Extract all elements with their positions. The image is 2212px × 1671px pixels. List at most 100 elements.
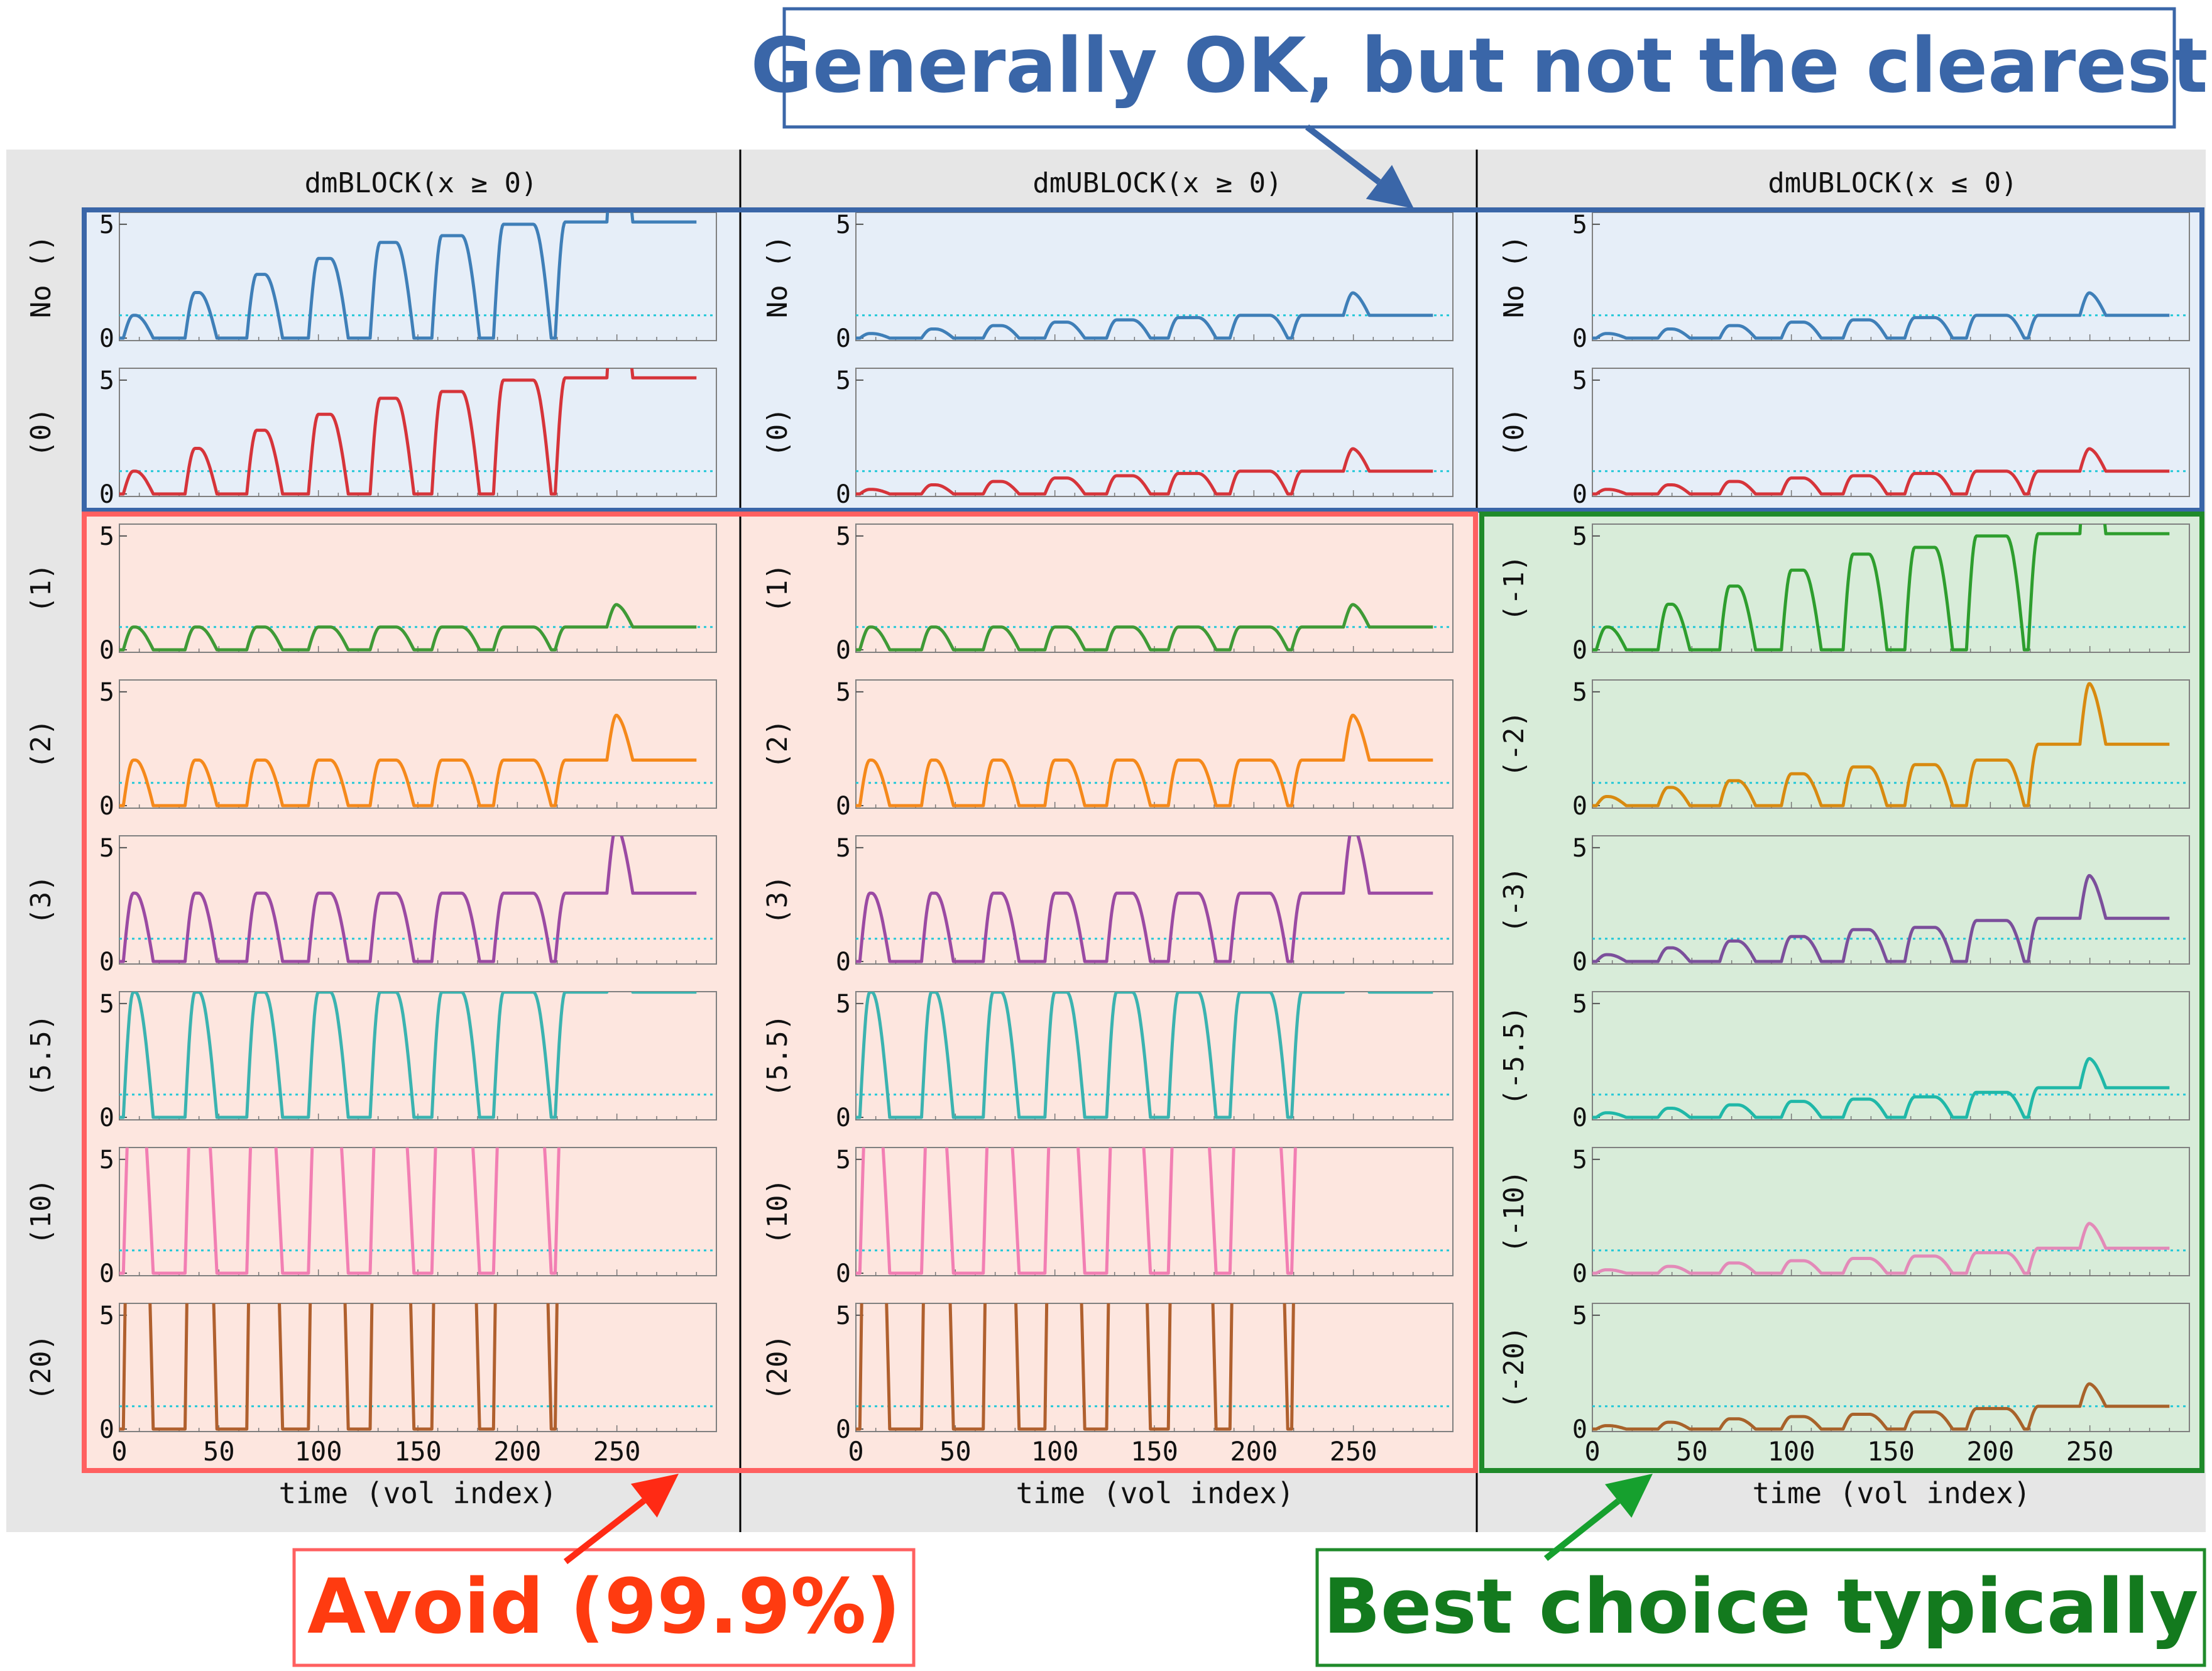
y-tick-label: 0	[99, 324, 114, 353]
row-label: No ()	[762, 235, 794, 318]
panel: 0 5 (-10)	[1498, 1146, 2190, 1288]
row-label: (-2)	[1498, 711, 1530, 777]
x-tick-label: 200	[1966, 1436, 2014, 1467]
highlight-boxes	[82, 207, 2204, 1473]
y-tick-label: 5	[836, 522, 851, 551]
y-tick-label: 0	[1572, 480, 1587, 509]
row-label: (-3)	[1498, 867, 1530, 933]
series-line	[1592, 524, 2171, 652]
left-callout: Avoid (99.9%)	[292, 1548, 916, 1667]
series-line	[1592, 874, 2171, 963]
row-label: (0)	[25, 407, 57, 457]
x-tick-label: 150	[1867, 1436, 1915, 1467]
y-tick-label: 0	[99, 636, 114, 665]
callout-arrows	[563, 124, 1653, 1564]
panel: 0 5 (2)	[762, 678, 1454, 821]
panel: 0 5 (-5.5)	[1498, 990, 2190, 1132]
green-highlight-box	[1479, 512, 2204, 1473]
y-tick-label: 5	[836, 678, 851, 707]
series-line	[119, 368, 698, 496]
y-tick-label: 0	[99, 792, 114, 821]
row-label: (-1)	[1498, 555, 1530, 622]
row-label: (5.5)	[25, 1014, 57, 1097]
series-line	[119, 1148, 561, 1275]
row-label: (3)	[762, 875, 794, 924]
x-tick-label: 50	[939, 1436, 972, 1467]
column-title: dmUBLOCK(x ≥ 0)	[1032, 167, 1282, 199]
y-tick-label: 0	[836, 636, 851, 665]
left-arrow	[563, 1474, 679, 1564]
series-line	[1592, 447, 2171, 496]
y-tick-label: 0	[836, 324, 851, 353]
y-tick-label: 0	[1572, 792, 1587, 821]
row-label: (10)	[25, 1178, 57, 1245]
row-label: (10)	[762, 1178, 794, 1245]
row-label: (3)	[25, 875, 57, 924]
panel: 0 5 (1)	[25, 522, 717, 665]
y-tick-label: 5	[1572, 1301, 1587, 1330]
x-tick-label: 250	[593, 1436, 641, 1467]
y-tick-label: 5	[836, 211, 851, 239]
y-tick-label: 0	[99, 1415, 114, 1444]
arrow-shaft	[563, 1498, 646, 1564]
panel: 0 5 (1)	[762, 522, 1454, 665]
series-line	[1592, 1382, 2171, 1431]
row-label: (20)	[25, 1334, 57, 1401]
x-tick-label: 100	[1031, 1436, 1079, 1467]
arrow-head	[1605, 1474, 1653, 1518]
row-label: (20)	[762, 1334, 794, 1401]
panel: 0 5 No ()	[1498, 211, 2190, 353]
panel: 0 5 No ()	[762, 211, 1454, 353]
series-line	[119, 212, 698, 340]
panels: 0 5 No () 0 5 (0) 0 5 (1) 0 5 (2) 0 5 (3) 0 5 (5.5) 0 5 (10)…	[25, 211, 2190, 1467]
series-line	[1592, 1222, 2171, 1275]
series-line	[856, 713, 1434, 808]
x-axis-label: time (vol index)	[1752, 1476, 2030, 1510]
row-label: (2)	[762, 719, 794, 769]
panel: 0 5 No ()	[25, 211, 717, 353]
panel: 0 5 (0)	[25, 366, 717, 509]
panel: 0 5 (2)	[25, 678, 717, 821]
red-highlight-box	[82, 512, 1478, 1473]
row-label: (-5.5)	[1498, 1006, 1530, 1106]
row-label: (5.5)	[762, 1014, 794, 1097]
y-tick-label: 5	[836, 1301, 851, 1330]
y-tick-label: 5	[836, 990, 851, 1019]
y-tick-label: 5	[836, 366, 851, 395]
right-callout-box	[1315, 1548, 2206, 1667]
panel: 0 5 (5.5)	[25, 990, 717, 1132]
arrow-shaft	[1305, 124, 1381, 185]
right-arrow	[1543, 1474, 1653, 1561]
y-tick-label: 5	[99, 1301, 114, 1330]
y-tick-label: 0	[836, 948, 851, 977]
y-tick-label: 5	[1572, 522, 1587, 551]
column-title: dmUBLOCK(x ≤ 0)	[1768, 167, 2017, 199]
left-callout-text: Avoid (99.9%)	[307, 1564, 901, 1651]
y-tick-label: 5	[1572, 990, 1587, 1019]
series-line	[119, 992, 698, 1119]
x-tick-label: 100	[1768, 1436, 1815, 1467]
series-line	[856, 836, 1434, 963]
row-label: (0)	[762, 407, 794, 457]
y-tick-label: 5	[1572, 1146, 1587, 1175]
series-line	[856, 291, 1434, 340]
x-tick-label: 0	[1584, 1436, 1600, 1467]
x-tick-label: 250	[2066, 1436, 2114, 1467]
x-axis-label: time (vol index)	[1016, 1476, 1294, 1510]
top-arrow	[1305, 124, 1414, 209]
x-tick-label: 0	[111, 1436, 127, 1467]
series-line	[1592, 291, 2171, 340]
arrow-shaft	[1543, 1498, 1621, 1561]
y-tick-label: 0	[1572, 1415, 1587, 1444]
panel: 0 5 (-1)	[1498, 522, 2190, 665]
x-tick-label: 200	[493, 1436, 541, 1467]
y-tick-label: 5	[99, 990, 114, 1019]
panel: 0 5 (0)	[762, 366, 1454, 509]
y-tick-label: 0	[836, 1104, 851, 1132]
left-callout-box	[292, 1548, 916, 1667]
blue-highlight-box	[82, 207, 2204, 513]
y-tick-label: 5	[1572, 366, 1587, 395]
y-tick-label: 0	[1572, 636, 1587, 665]
y-tick-label: 5	[99, 366, 114, 395]
